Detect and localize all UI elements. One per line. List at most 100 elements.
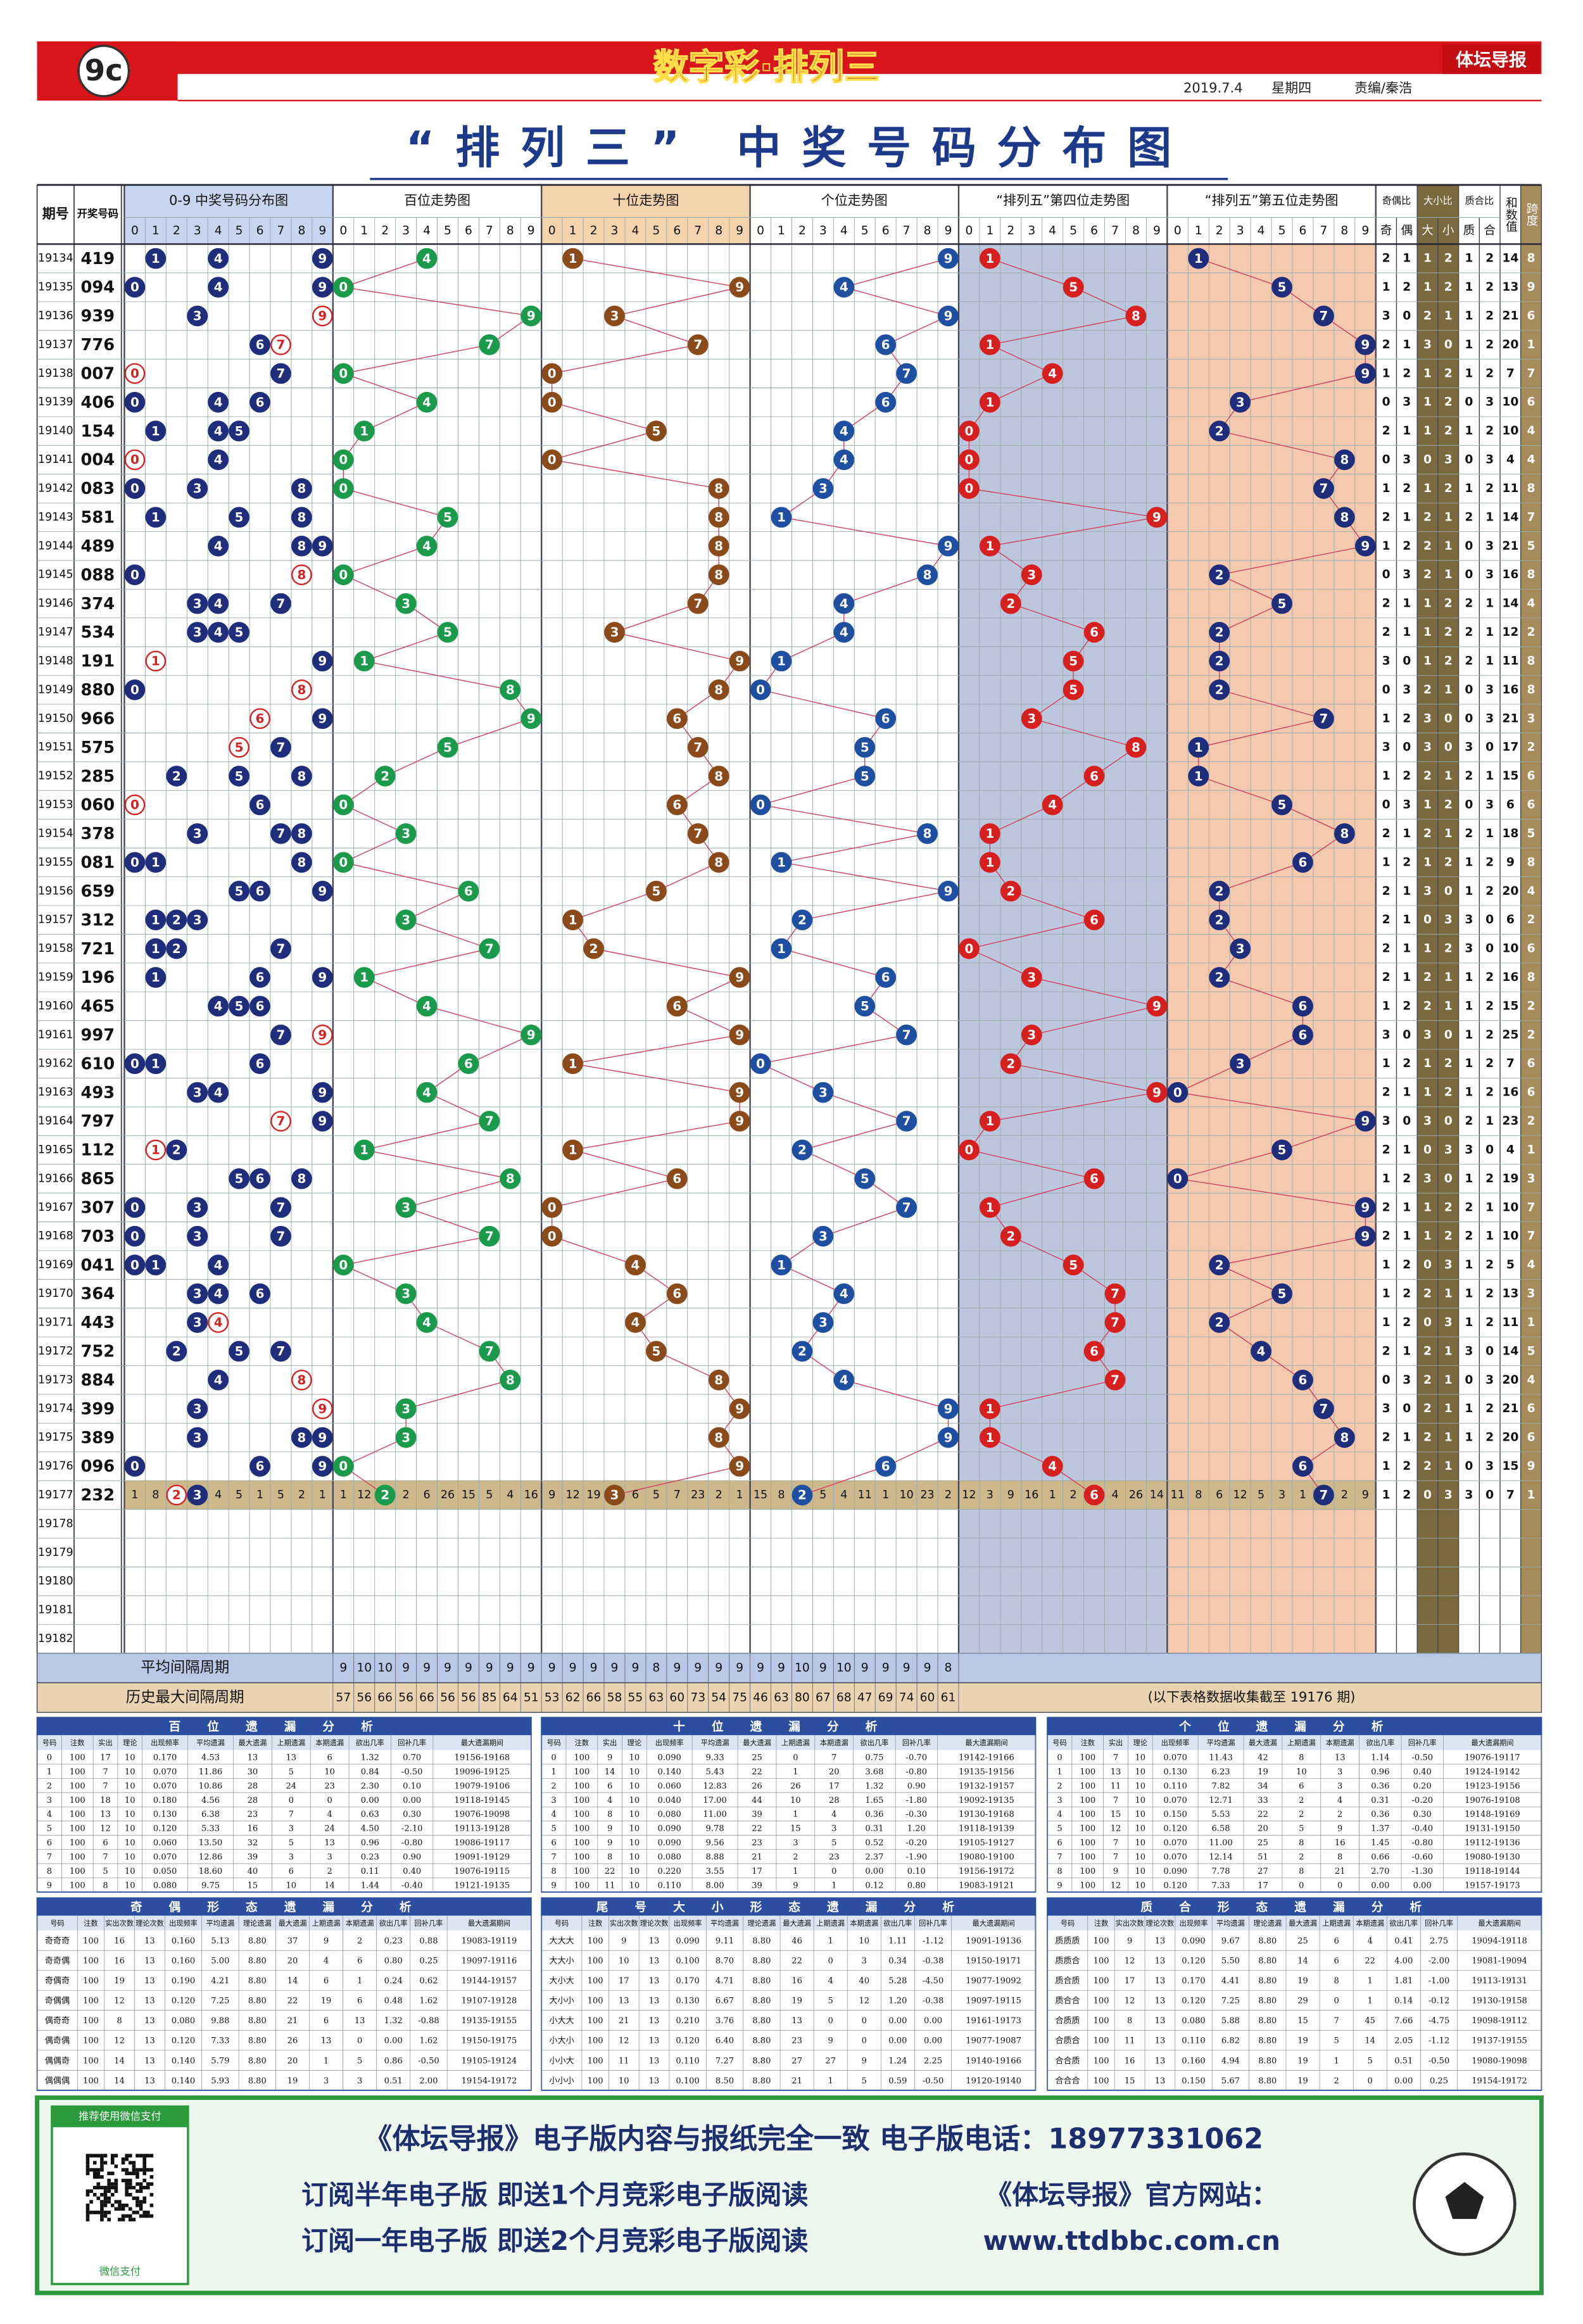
qr-module [107, 2171, 111, 2175]
qr-module [103, 2200, 108, 2204]
analysis-cell: -1.30 [1411, 1867, 1433, 1876]
digit-header: 4 [840, 224, 848, 237]
analysis-cell: 9 [1113, 1867, 1118, 1876]
stat-value: 2 [1403, 999, 1411, 1013]
analysis-cell: 100 [588, 1957, 603, 1966]
stat-value: 1 [1465, 338, 1473, 351]
omission-value: 19 [586, 1489, 600, 1501]
stat-value: 20 [1502, 338, 1518, 351]
omission-value: 10 [899, 1489, 913, 1501]
analysis-header: 回补几率 [919, 1919, 947, 1928]
qr-module [121, 2161, 125, 2165]
ball-digit: 0 [965, 1143, 974, 1158]
stat-value: 1 [1444, 1344, 1453, 1358]
ball-digit: 9 [318, 711, 327, 726]
max-label: 历史最大间隔周期 [126, 1688, 244, 1705]
analysis-cell: 1 [828, 2076, 833, 2086]
digit-header: 1 [1195, 224, 1202, 237]
stat-value: 0 [1485, 942, 1494, 956]
omission-value: 1 [736, 1489, 743, 1501]
analysis-cell: 0.100 [676, 2076, 699, 2086]
analysis-cell: 奇奇奇 [45, 1935, 70, 1946]
ball-digit: 5 [861, 740, 869, 755]
analysis-cell: 13 [1155, 2076, 1166, 2086]
analysis-cell: 6.40 [716, 2037, 734, 2046]
qr-module [92, 2175, 97, 2179]
analysis-cell: 0.090 [1163, 1867, 1187, 1876]
ball-digit: 2 [1215, 424, 1224, 438]
ball-digit: 8 [297, 856, 306, 870]
ball [1271, 277, 1292, 298]
analysis-cell: 12.71 [1209, 1796, 1232, 1805]
analysis-cell: 8.80 [1258, 1936, 1277, 1946]
qr-module [132, 2185, 136, 2190]
ball-digit: 9 [318, 1401, 327, 1416]
ball [1354, 363, 1376, 384]
logo-circle [77, 44, 130, 98]
stat-value: 1 [1465, 1402, 1473, 1415]
analysis-header: 理论 [1133, 1738, 1147, 1747]
ball-digit: 2 [798, 913, 807, 927]
qr-module [142, 2185, 146, 2190]
qr-module [149, 2154, 154, 2157]
analysis-cell: 7.27 [716, 2056, 734, 2066]
stat-value: 12 [1502, 626, 1518, 639]
analysis-cell: 13 [144, 1957, 155, 1966]
analysis-cell: 9 [1057, 1881, 1062, 1890]
qr-module [146, 2168, 150, 2172]
qr-module [136, 2189, 139, 2194]
analysis-cell: 22 [792, 1957, 802, 1966]
issue: 19168 [38, 1230, 73, 1242]
omission-value: 6 [423, 1489, 430, 1501]
analysis-cell: 100 [588, 2076, 603, 2086]
draw-number: 610 [81, 1054, 115, 1073]
stat-value: 3 [1403, 568, 1411, 581]
stat-value: 1 [1444, 1431, 1453, 1444]
analysis-cell: 21 [752, 1852, 762, 1862]
stat-value: 2 [1382, 971, 1391, 984]
stat-value: 2 [1382, 1143, 1391, 1156]
stat-value: 2 [1444, 1057, 1453, 1070]
max-value: 73 [690, 1691, 705, 1704]
qr-module [139, 2185, 143, 2190]
analysis-cell: 0 [1299, 1881, 1304, 1890]
analysis-header: 本期遗漏 [346, 1919, 374, 1928]
ball [1042, 363, 1063, 384]
max-value: 85 [482, 1691, 497, 1704]
digit-header: 8 [715, 224, 722, 237]
stat-value: 1 [1465, 885, 1473, 898]
stat-value: 2 [1485, 1258, 1494, 1272]
stat-value: 1 [1465, 856, 1473, 869]
omission-value: 5 [277, 1489, 284, 1501]
analysis-cell: 25 [752, 1753, 762, 1762]
draw-number: 007 [81, 364, 115, 383]
analysis-cell: 0.120 [153, 1824, 177, 1834]
analysis-cell: 19081-19094 [1472, 1957, 1527, 1966]
ball-digit: 9 [318, 251, 327, 266]
analysis-cell: 3 [1337, 1767, 1342, 1777]
analysis-cell: 20 [287, 1957, 298, 1966]
ball [332, 363, 354, 384]
analysis-cell: 0.11 [361, 1867, 379, 1876]
draw-number: 865 [81, 1170, 115, 1189]
qr-module [125, 2203, 129, 2207]
analysis-cell: 19 [1297, 1976, 1308, 1986]
analysis-cell: 100 [70, 1824, 85, 1834]
analysis-cell: 0.40 [1413, 1767, 1432, 1777]
digit-header: 4 [423, 224, 431, 237]
ball-digit: 3 [401, 1401, 410, 1416]
stat-value: 1 [1444, 568, 1453, 581]
analysis-cell: 2 [357, 1936, 362, 1946]
stat-value: 2 [1485, 309, 1494, 322]
qr-card [51, 2105, 189, 2285]
ball-digit: 2 [172, 1488, 181, 1503]
analysis-header: 最大遗漏期间 [461, 1738, 503, 1747]
omission-value: 2 [1070, 1489, 1077, 1501]
analysis-cell: 0.160 [1182, 2056, 1205, 2066]
analysis-cell: -0.40 [1411, 1824, 1433, 1834]
analysis-cell: 100 [1080, 1781, 1095, 1791]
ball [729, 277, 750, 298]
qr-module [92, 2211, 97, 2214]
analysis-cell: 2 [1299, 1796, 1304, 1805]
ball-digit: 5 [1069, 280, 1078, 294]
